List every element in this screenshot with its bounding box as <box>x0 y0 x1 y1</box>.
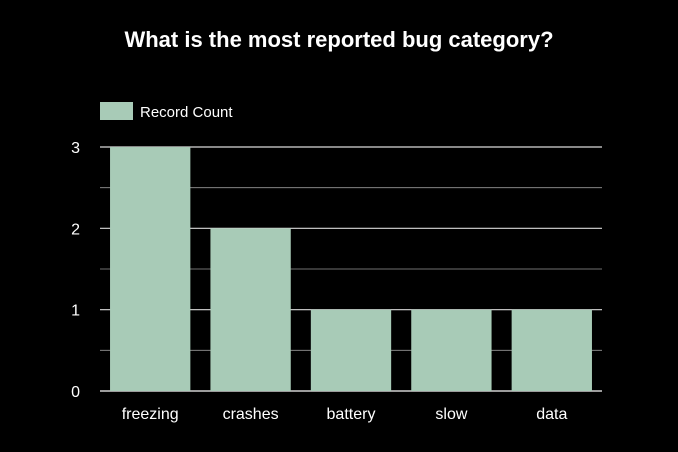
x-category-label: slow <box>435 406 467 423</box>
bar-freezing[interactable] <box>110 147 191 391</box>
y-tick-label: 3 <box>71 140 80 157</box>
y-tick-label: 0 <box>71 384 80 401</box>
chart-title: What is the most reported bug category? <box>124 27 553 52</box>
y-tick-label: 1 <box>71 303 80 320</box>
bar-data[interactable] <box>511 309 592 391</box>
x-category-label: battery <box>327 406 376 423</box>
legend-label: Record Count <box>140 104 233 121</box>
bars <box>110 147 592 391</box>
x-category-label: crashes <box>223 406 279 423</box>
legend[interactable]: Record Count <box>100 102 233 121</box>
y-axis-ticks: 0 1 2 3 <box>71 140 80 401</box>
x-axis-categories: freezing crashes battery slow data <box>122 406 568 423</box>
x-category-label: freezing <box>122 406 179 423</box>
bar-crashes[interactable] <box>210 228 291 391</box>
bar-battery[interactable] <box>310 309 392 391</box>
x-category-label: data <box>536 406 567 423</box>
bar-slow[interactable] <box>411 309 492 391</box>
legend-swatch <box>100 102 133 120</box>
y-tick-label: 2 <box>71 221 80 238</box>
